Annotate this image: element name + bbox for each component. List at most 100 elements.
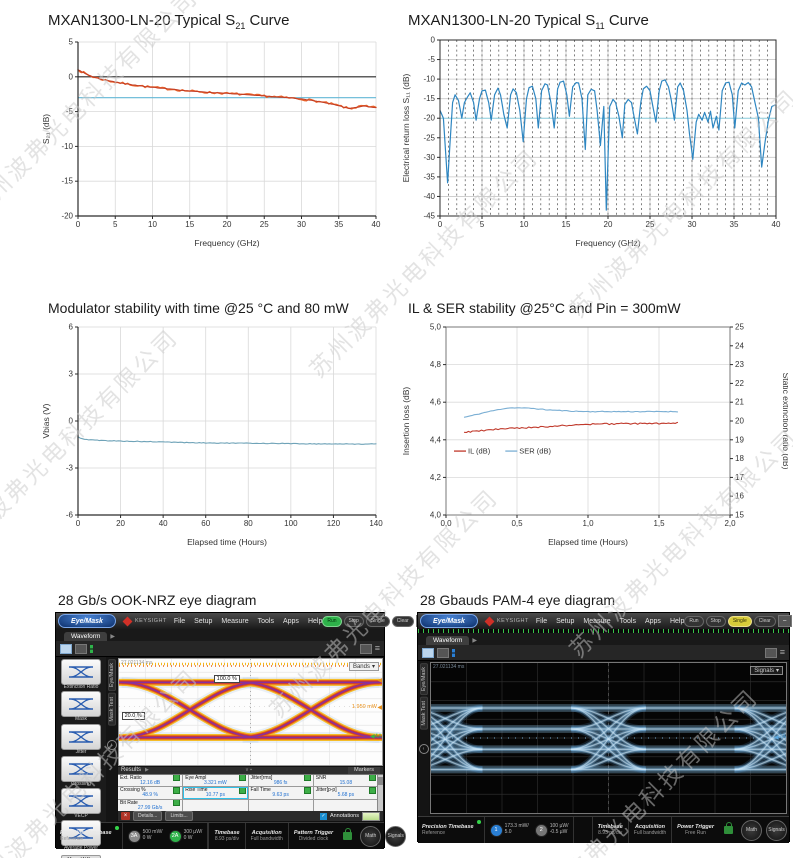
add-tab-icon[interactable]: ▶ [472,638,477,644]
result-enabled-checkbox[interactable] [238,787,246,794]
menu-item-apps[interactable]: Apps [282,617,299,625]
run-button[interactable]: Run [684,615,704,627]
menu-item-help[interactable]: Help [669,617,685,625]
nrz-panel-timebase[interactable]: Timebase 8.93 ps/div [208,823,244,849]
measure-button-crossing[interactable] [61,755,101,782]
nrz-toolbar: ≡ [56,641,384,657]
menu-item-setup[interactable]: Setup [556,617,575,625]
stop-button[interactable]: Stop [343,615,364,627]
zoom-icon[interactable] [764,647,777,658]
measure-button-average-power[interactable] [61,820,101,847]
vertical-tab-eye-mask[interactable]: Eye/Mask [419,663,428,696]
pam4-panel-acquisition[interactable]: Acquisition Full bandwidth [627,817,671,843]
pam4-channel-2[interactable]: 2 100 µW/-0.5 µW [532,823,572,837]
result-cell-ext-ratio: Ext. Ratio 12.16 dB [118,774,183,786]
menu-icon[interactable]: ≡ [374,643,380,653]
svg-text:15: 15 [735,511,744,520]
clear-button[interactable]: Clear [391,615,414,627]
svg-text:18: 18 [735,454,744,463]
result-label: Bit Rate [120,799,138,806]
pam4-signals-button[interactable]: Signals [766,819,787,841]
results-scrollbar[interactable] [377,774,383,811]
nrz-channel-2a[interactable]: 2A 300 µW/0 W [166,829,206,843]
more-measurements-button[interactable]: More (4/4)... [61,854,101,858]
measure-button-vecp[interactable] [61,788,101,814]
measure-button-extinction-ratio[interactable] [61,659,101,685]
result-enabled-checkbox[interactable] [173,799,181,806]
add-tab-icon[interactable]: ▶ [110,634,115,640]
svg-text:0: 0 [69,417,74,426]
result-label: Crossing % [120,787,146,793]
nrz-channel-3a[interactable]: 3A 500 mW/0 W [125,829,166,843]
menu-item-tools[interactable]: Tools [257,617,274,625]
result-enabled-checkbox[interactable] [369,774,376,781]
vertical-tab-mask-test[interactable]: Mask Test [107,693,116,726]
results-grid: Ext. Ratio 12.16 dB Eye Ampl 3.321 mW Jitter… [118,773,383,811]
display-mode-icon[interactable] [422,647,434,658]
pam4-panel-power-trigger[interactable]: Power Trigger Free Run [671,817,719,843]
nrz-signals-button[interactable]: Signals [385,825,407,847]
vertical-tab-mask-test[interactable]: Mask Test [419,697,428,730]
menu-item-measure[interactable]: Measure [583,617,611,625]
single-button[interactable]: Single [727,615,752,627]
menu-item-help[interactable]: Help [307,617,323,625]
pam4-panel-timebase[interactable]: Timebase 8.93 ps/div [591,817,628,843]
markers-tab[interactable]: Markers [348,767,380,774]
stop-button[interactable]: Stop [705,615,726,627]
result-enabled-checkbox[interactable] [303,774,311,781]
result-enabled-checkbox[interactable] [238,774,246,781]
svg-text:4,2: 4,2 [430,473,442,482]
svg-text:6: 6 [69,323,74,332]
pam4-math-button[interactable]: Math [741,819,762,841]
result-enabled-checkbox[interactable] [303,787,311,794]
tab-waveform[interactable]: Waveform [426,636,470,645]
color-grade-icon[interactable] [90,644,93,653]
menu-item-tools[interactable]: Tools [619,617,636,625]
annotation-color-swatch[interactable] [362,811,380,821]
color-grade-icon[interactable] [452,648,455,657]
clear-button[interactable]: Clear [753,615,776,627]
measure-button-mask[interactable] [61,691,101,718]
tab-waveform[interactable]: Waveform [64,632,108,641]
clear-results-button[interactable]: × [121,812,130,820]
result-label: Ext. Ratio [120,774,142,781]
pam4-channel-1[interactable]: 1 173.3 mW/5.0 [487,823,532,837]
measure-button-jitter[interactable] [61,723,101,750]
eye-mask-app-button[interactable]: Eye/Mask [420,614,478,628]
limits-button[interactable]: Limits... [165,811,193,821]
menu-item-file[interactable]: File [173,617,186,625]
svg-text:40: 40 [372,220,381,229]
svg-text:35: 35 [730,220,739,229]
eye-mask-app-button[interactable]: Eye/Mask [58,614,116,628]
menu-item-setup[interactable]: Setup [194,617,213,625]
run-button[interactable]: Run [322,615,342,627]
menu-item-apps[interactable]: Apps [644,617,661,625]
nrz-math-button[interactable]: Math [360,825,382,847]
display-mode2-icon[interactable] [437,647,449,658]
svg-text:5,0: 5,0 [430,323,442,332]
display-mode2-icon[interactable] [75,643,87,654]
svg-text:4,6: 4,6 [430,398,442,407]
result-enabled-checkbox[interactable] [369,787,376,794]
display-mode-icon[interactable] [60,643,72,654]
zoom-icon[interactable] [359,643,372,654]
annotations-checkbox[interactable]: ✓ [319,812,327,820]
vertical-tab-eye-mask[interactable]: Eye/Mask [107,659,116,692]
nrz-panel-acquisition[interactable]: Acquisition Full bandwidth [244,823,288,849]
sidebar-collapse-button[interactable]: ‹ [418,743,429,754]
result-cell-rise-time: Rise Time 10.77 ps [183,787,248,799]
bands-dropdown[interactable]: Bands ▾ [348,662,379,671]
result-enabled-checkbox[interactable] [173,787,181,794]
sidebar-collapse-button[interactable]: ‹ [106,739,117,750]
details-button[interactable]: Details... [133,811,163,821]
nrz-panel-pattern-trigger[interactable]: Pattern Trigger Divided clock [287,823,338,849]
single-button[interactable]: Single [365,615,390,627]
menu-item-file[interactable]: File [535,617,548,625]
minimize-button[interactable]: – [777,615,792,627]
signals-dropdown[interactable]: Signals ▾ [750,666,783,675]
result-enabled-checkbox[interactable] [173,774,181,781]
menu-item-measure[interactable]: Measure [221,617,249,625]
menu-icon[interactable]: ≡ [779,647,785,657]
pam4-timebase-status[interactable]: Precision Timebase Reference [418,817,485,843]
nrz-timebase-status[interactable]: Precision Timebase Reference [56,823,123,849]
